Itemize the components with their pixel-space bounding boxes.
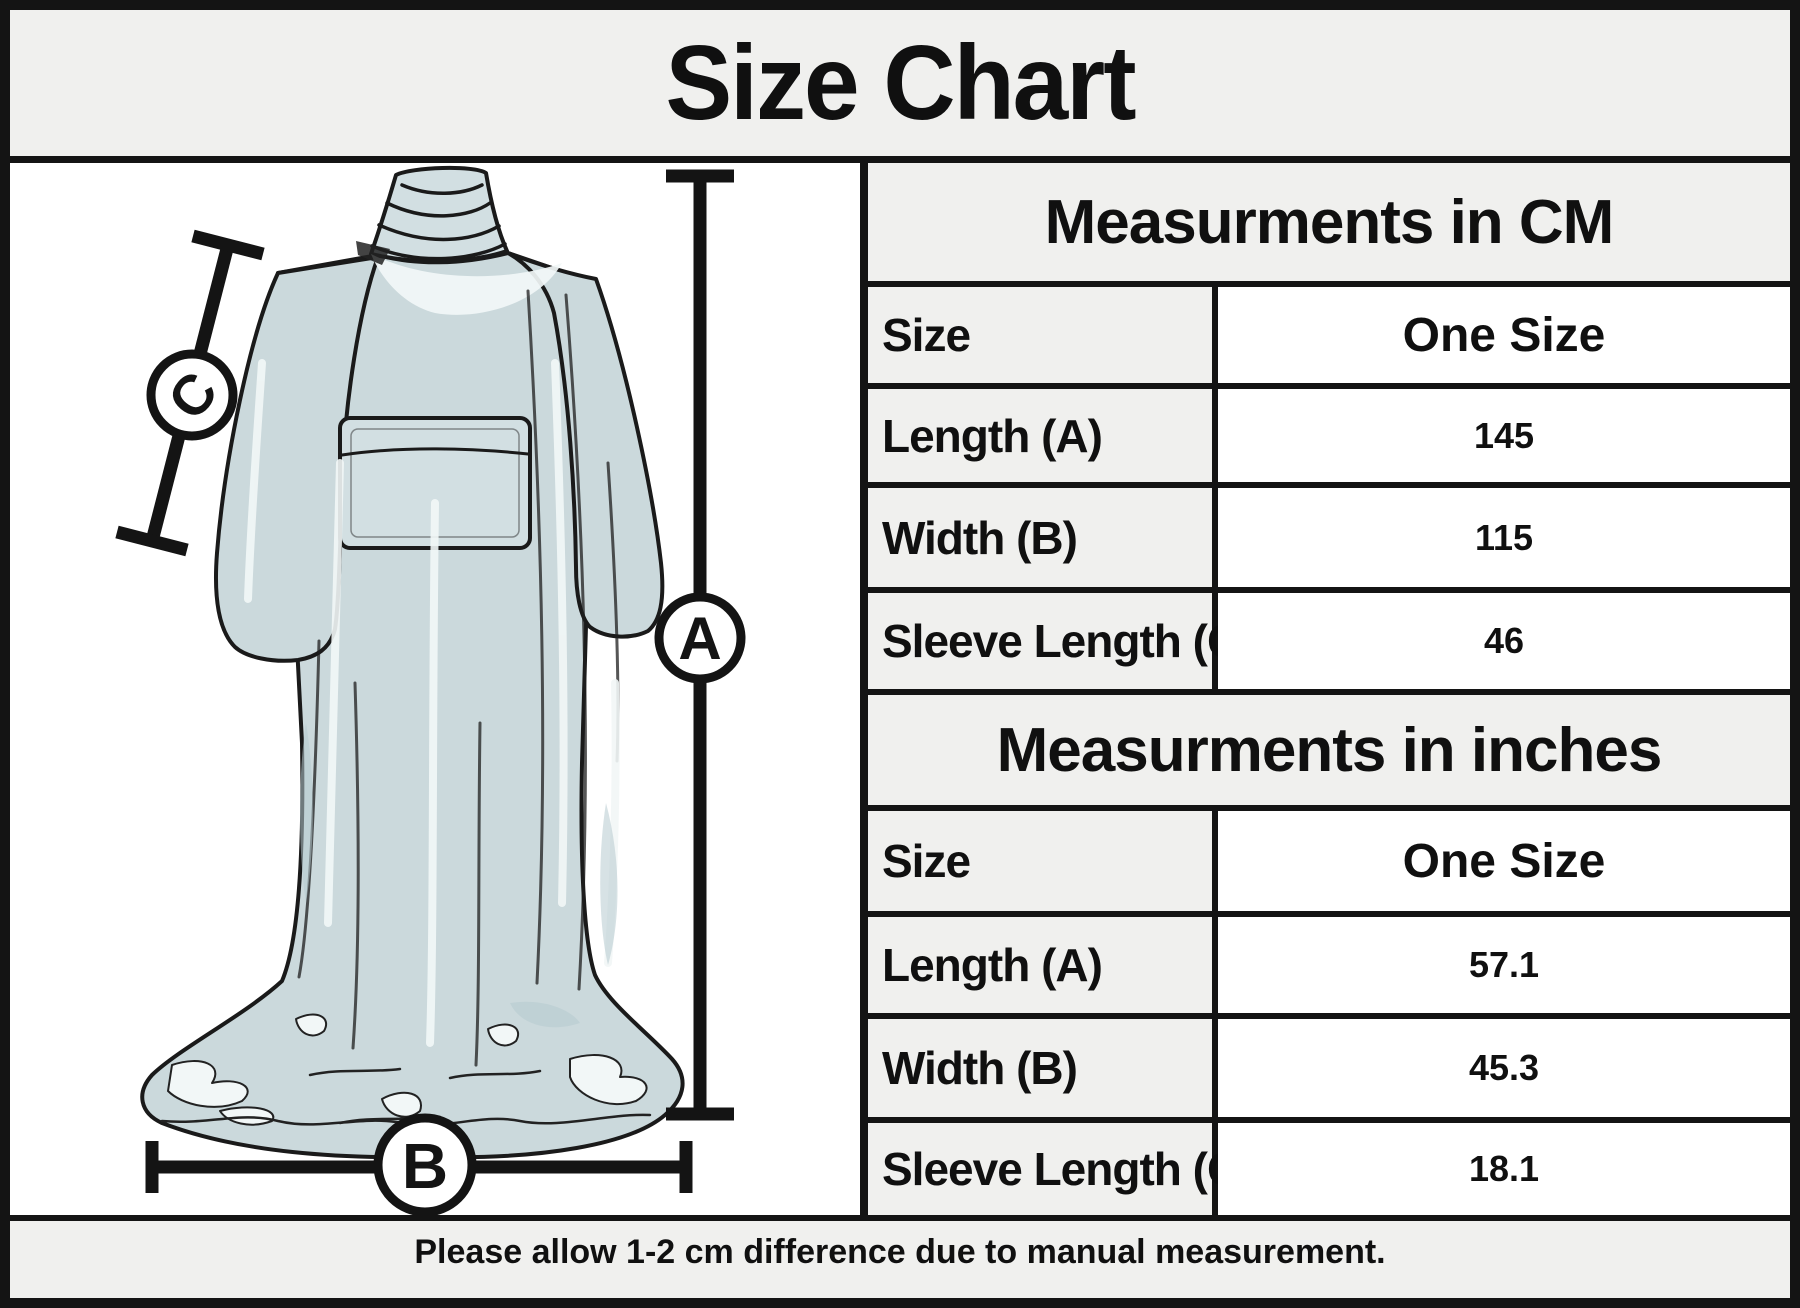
table-row-cm-width: Width (B) 115 (868, 488, 1790, 593)
label-a-circle (654, 592, 746, 684)
row-value: One Size (1218, 811, 1790, 911)
row-value: 57.1 (1218, 917, 1790, 1013)
measurement-line-b: B (145, 1113, 693, 1215)
measurements-tables: Measurments in CM Size One Size Length (… (868, 163, 1790, 1215)
garment-sketch (140, 165, 685, 1160)
row-value: 115 (1218, 488, 1790, 587)
table-row-in-size: Size One Size (868, 811, 1790, 917)
row-value: 18.1 (1218, 1123, 1790, 1215)
row-label: Sleeve Length (C) (868, 593, 1255, 689)
table-row-cm-size: Size One Size (868, 287, 1790, 389)
footer-note-band: Please allow 1-2 cm difference due to ma… (10, 1215, 1790, 1284)
illustration-panel: A B C (10, 163, 868, 1215)
row-value: 145 (1218, 389, 1790, 482)
table-row-in-sleeve: Sleeve Length (C) 18.1 (868, 1123, 1790, 1215)
table-row-cm-length: Length (A) 145 (868, 389, 1790, 488)
row-label: Size (868, 287, 1218, 383)
table-row-cm-sleeve: Sleeve Length (C) 46 (868, 593, 1790, 695)
label-b: B (402, 1130, 448, 1202)
label-c-circle (146, 349, 238, 441)
footer-note: Please allow 1-2 cm difference due to ma… (414, 1233, 1386, 1271)
label-a: A (678, 605, 721, 672)
main-area: A B C (10, 163, 1790, 1215)
garment-illustration: A B C (115, 165, 746, 1215)
row-label: Length (A) (868, 917, 1218, 1013)
measurement-line-a: A (654, 169, 746, 1121)
garment-right-sleeve (506, 251, 665, 639)
row-label: Width (B) (868, 1019, 1218, 1117)
table-inches-header: Measurments in inches (868, 695, 1790, 811)
row-label: Size (868, 811, 1218, 911)
page-title: Size Chart (665, 23, 1136, 142)
collar-highlight (371, 254, 562, 315)
measurement-line-c: C (115, 229, 265, 557)
collar-shadow-mark (356, 241, 390, 265)
table-row-in-length: Length (A) 57.1 (868, 917, 1790, 1019)
shadow-patches (300, 723, 618, 1028)
row-value: 45.3 (1218, 1019, 1790, 1117)
hem-crinkles (167, 1013, 648, 1126)
label-b-circle (373, 1113, 477, 1215)
table-row-in-width: Width (B) 45.3 (868, 1019, 1790, 1123)
row-label: Width (B) (868, 488, 1218, 587)
title-band: Size Chart (10, 10, 1790, 163)
table-cm-header: Measurments in CM (868, 163, 1790, 287)
row-value: 46 (1218, 593, 1790, 689)
row-value: One Size (1218, 287, 1790, 383)
row-label: Length (A) (868, 389, 1218, 482)
pocket-fold-line (340, 447, 530, 457)
highlight-streaks (244, 359, 620, 1047)
row-label: Sleeve Length (C) (868, 1123, 1255, 1215)
